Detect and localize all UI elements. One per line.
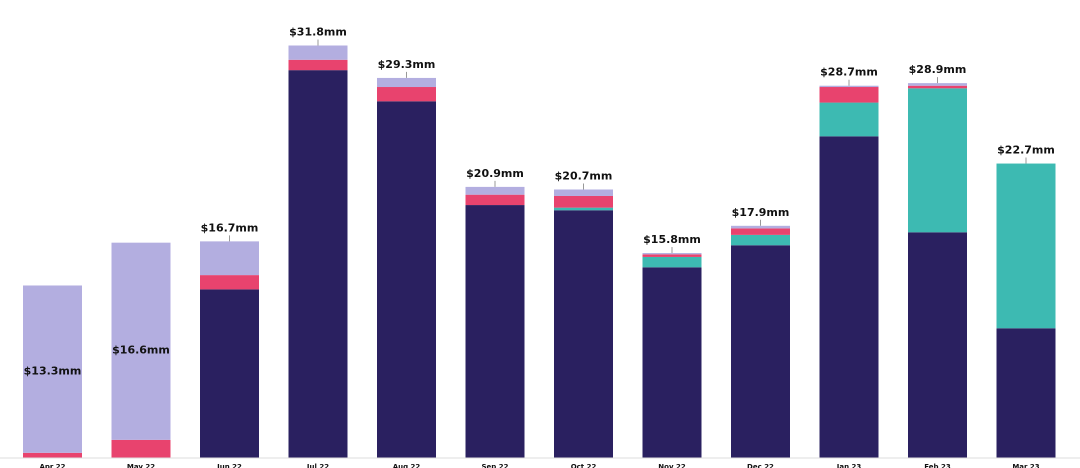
bar-segment: [377, 101, 436, 459]
bar-segment: [288, 45, 348, 60]
bar-segment: [908, 85, 967, 89]
bar-segment: [819, 87, 879, 103]
bar-segment: [642, 256, 702, 268]
bar-segment: [465, 205, 525, 458]
x-tick-label: Jul 22: [306, 463, 329, 468]
x-tick-label: Sep 22: [482, 463, 509, 468]
bar-segment: [200, 241, 259, 276]
bar-segment: [465, 186, 525, 195]
bar-segment: [908, 88, 967, 233]
bar-segment: [996, 328, 1056, 458]
bar-segment: [554, 207, 613, 211]
x-tick-label: Jun 22: [216, 463, 242, 468]
bar-segment: [996, 163, 1056, 329]
bar-segment: [23, 285, 82, 453]
bar-segment: [731, 234, 790, 246]
bar-segment: [377, 87, 436, 102]
bar-segment: [819, 102, 879, 137]
bar-segment: [642, 267, 702, 458]
bar-segment: [111, 439, 171, 458]
x-tick-label: Dec 22: [747, 463, 774, 468]
total-label: $28.9mm: [909, 63, 967, 76]
x-tick-label: Oct 22: [571, 463, 597, 468]
bar-segment: [908, 232, 967, 458]
bar-segment: [554, 195, 613, 208]
bar-segment: [465, 194, 525, 206]
bar-segment: [731, 225, 790, 229]
total-label: $22.7mm: [997, 144, 1055, 157]
bar-segment: [554, 210, 613, 458]
bar-segment: [200, 275, 259, 290]
bar-segment: [908, 83, 967, 86]
total-label: $13.3mm: [24, 365, 82, 378]
x-tick-label: Feb 23: [924, 463, 951, 468]
x-tick-label: Aug 22: [393, 463, 421, 468]
total-label: $15.8mm: [643, 233, 701, 246]
total-label: $17.9mm: [732, 206, 790, 219]
bar-segment: [642, 254, 702, 257]
bar-segment: [731, 245, 790, 458]
bar-segment: [200, 289, 259, 458]
bar-segment: [288, 70, 348, 458]
bar-segment: [731, 228, 790, 235]
x-tick-label: Mar 23: [1012, 463, 1039, 468]
x-tick-label: Apr 22: [39, 463, 65, 468]
total-label: $16.6mm: [112, 343, 170, 356]
bar-segment: [111, 242, 171, 440]
total-label: $28.7mm: [820, 66, 878, 79]
bar-segment: [819, 136, 879, 458]
x-tick-label: May 22: [127, 463, 155, 468]
x-tick-label: Jan 23: [836, 463, 862, 468]
total-label: $16.7mm: [201, 221, 259, 234]
bar-segment: [819, 85, 879, 88]
total-label: $29.3mm: [378, 58, 436, 71]
total-label: $20.7mm: [555, 169, 613, 182]
bar-segment: [554, 189, 613, 196]
x-tick-label: Nov 22: [658, 463, 686, 468]
total-label: $31.8mm: [289, 26, 347, 39]
bar-segment: [642, 253, 702, 255]
bar-segment: [288, 59, 348, 71]
total-label: $20.9mm: [466, 167, 524, 180]
bar-segment: [377, 77, 436, 88]
bar-segment: [23, 452, 82, 458]
